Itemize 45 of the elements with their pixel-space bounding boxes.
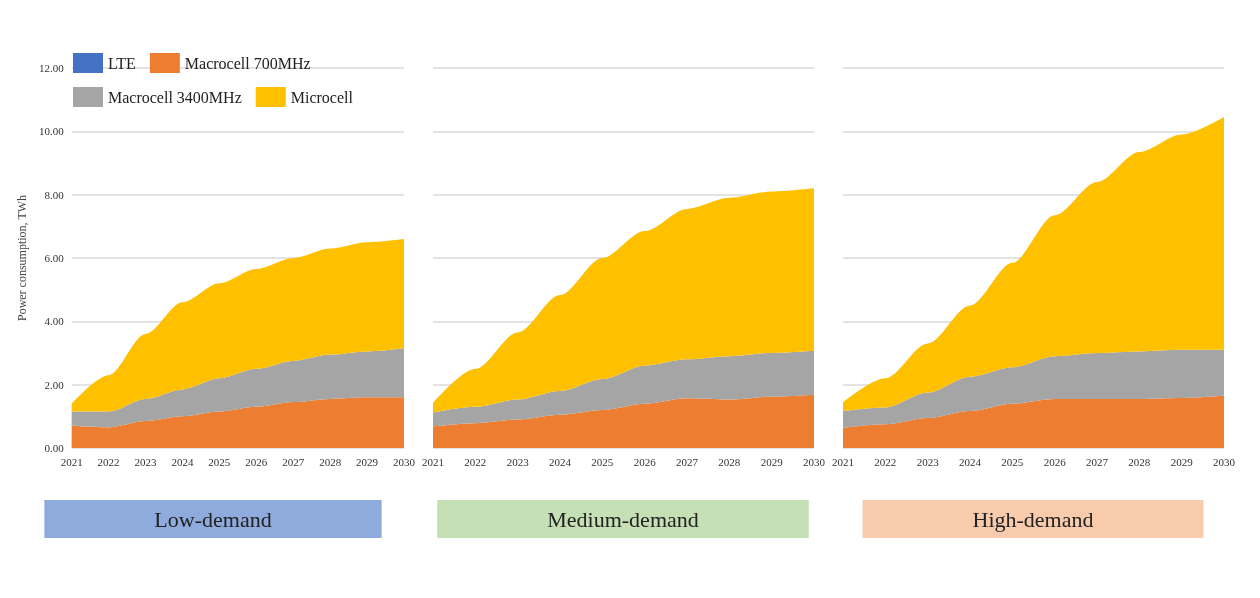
legend-label: Macrocell 3400MHz [108,88,242,106]
y-tick-label: 10.00 [38,125,65,138]
x-tick-label: 2025 [591,455,614,468]
y-axis-title: Power consumption, TWh [15,194,29,322]
x-tick-label: 2024 [549,455,572,468]
x-tick-label: 2027 [1086,455,1109,468]
x-tick-label: 2028 [1128,455,1151,468]
y-tick-label: 12.00 [38,62,65,74]
x-tick-label: 2026 [633,455,657,468]
x-tick-label: 2021 [60,455,83,468]
x-tick-label: 2029 [760,455,784,468]
text: High-demand [972,506,1094,532]
text: Low-demand [154,506,272,532]
x-tick-label: 2028 [319,455,342,468]
y-tick-label: 6.00 [44,252,65,264]
x-tick-label: 2027 [676,455,699,468]
x-tick-label: 2024 [171,455,194,468]
x-tick-label: 2023 [916,455,940,468]
x-tick-label: 2025 [208,455,231,468]
x-tick-label: 2022 [97,455,120,468]
x-tick-label: 2029 [356,455,379,468]
text: Medium-demand [547,506,699,532]
x-tick-label: 2026 [245,455,268,468]
x-tick-label: 2021 [422,455,444,468]
x-tick-label: 2021 [832,455,854,468]
y-tick-label: 0.00 [44,442,65,454]
x-tick-label: 2022 [874,455,897,468]
x-tick-label: 2028 [718,455,741,468]
x-tick-label: 2023 [506,455,530,468]
legend-label: LTE [108,54,136,72]
x-tick-label: 2027 [282,455,305,468]
y-tick-label: 8.00 [44,188,65,201]
x-tick-label: 2030 [393,455,416,468]
y-tick-label: 4.00 [44,315,65,328]
legend-label: Macrocell 700MHz [184,54,311,72]
x-tick-label: 2026 [1043,455,1067,468]
x-tick-label: 2023 [134,455,158,468]
legend-label: Microcell [290,88,354,106]
x-tick-label: 2029 [1170,455,1194,468]
x-tick-label: 2022 [464,455,487,468]
x-tick-label: 2030 [1213,455,1236,468]
x-tick-label: 2024 [959,455,982,468]
x-tick-label: 2025 [1001,455,1024,468]
x-tick-label: 2030 [803,455,826,468]
y-tick-label: 2.00 [44,378,65,391]
